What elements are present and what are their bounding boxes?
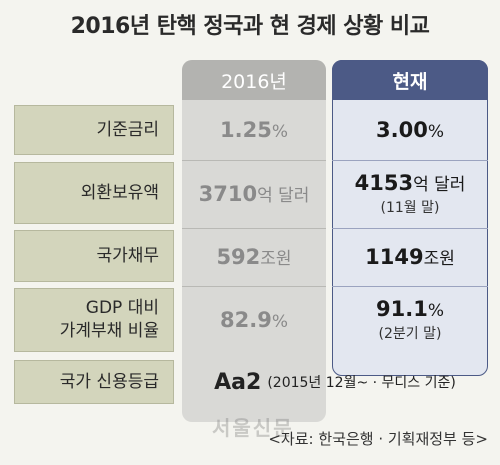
credit-rating-value: Aa2 <box>214 369 262 395</box>
column-header-now: 현재 <box>332 60 488 100</box>
value-2016-fx-reserves: 3710 <box>198 181 258 206</box>
source-note: <자료: 한국은행 · 기획재정부 등> <box>268 430 488 448</box>
cell-now-household-debt-ratio: 91.1% (2분기 말) <box>332 288 488 352</box>
unit-now-fx-reserves: 억 달러 <box>413 174 466 195</box>
value-now-fx-reserves: 4153 <box>354 170 414 195</box>
value-2016-household-debt-ratio: 82.9 <box>220 308 272 332</box>
value-2016-national-debt: 592 <box>216 244 261 269</box>
watermark: 서울신문 <box>212 416 294 440</box>
row-label-text-line2: 가계부채 비율 <box>59 321 159 341</box>
row-label-household-debt-ratio: GDP 대비 가계부채 비율 <box>14 288 174 352</box>
value-now-national-debt: 1149 <box>365 244 424 269</box>
cell-now-base-rate: 3.00% <box>332 105 488 155</box>
credit-rating-note: (2015년 12월~ · 무디스 기준) <box>267 375 456 391</box>
unit-2016-base-rate: % <box>271 122 288 142</box>
unit-now-national-debt: 조원 <box>423 248 455 269</box>
row-label-base-rate: 기준금리 <box>14 105 174 155</box>
row-separator <box>182 228 326 229</box>
credit-rating-cell: Aa2 (2015년 12월~ · 무디스 기준) <box>182 360 488 404</box>
value-now-household-debt-ratio: 91.1 <box>376 297 428 321</box>
cell-now-national-debt: 1149조원 <box>332 230 488 282</box>
row-label-national-debt: 국가채무 <box>14 230 174 282</box>
cell-2016-fx-reserves: 3710억 달러 <box>182 162 326 224</box>
unit-2016-fx-reserves: 억 달러 <box>257 185 310 206</box>
row-label-text: 외환보유액 <box>80 182 159 203</box>
row-separator <box>182 286 326 287</box>
row-label-text: 국가 신용등급 <box>59 371 159 392</box>
chart-title: 2016년 탄핵 정국과 현 경제 상황 비교 <box>70 14 430 39</box>
unit-2016-household-debt-ratio: % <box>271 312 288 332</box>
value-2016-base-rate: 1.25 <box>220 118 272 142</box>
row-separator <box>332 286 488 287</box>
unit-2016-national-debt: 조원 <box>260 248 292 269</box>
cell-2016-base-rate: 1.25% <box>182 105 326 155</box>
note-now-household-debt-ratio: (2분기 말) <box>378 326 442 342</box>
unit-now-base-rate: % <box>427 122 444 142</box>
row-label-fx-reserves: 외환보유액 <box>14 162 174 224</box>
row-label-text: 기준금리 <box>96 119 159 140</box>
note-now-fx-reserves: (11월 말) <box>380 199 440 216</box>
unit-now-household-debt-ratio: % <box>427 301 444 321</box>
row-label-credit-rating: 국가 신용등급 <box>14 360 174 404</box>
cell-2016-household-debt-ratio: 82.9% <box>182 288 326 352</box>
column-2016-background <box>182 60 326 422</box>
column-now-background <box>332 60 488 376</box>
row-separator <box>332 228 488 229</box>
cell-now-fx-reserves: 4153억 달러 (11월 말) <box>332 162 488 224</box>
value-now-base-rate: 3.00 <box>376 118 428 142</box>
row-label-text-line1: GDP 대비 <box>85 298 159 318</box>
row-label-text: 국가채무 <box>96 245 159 266</box>
column-header-2016: 2016년 <box>182 60 326 100</box>
row-separator <box>182 160 326 161</box>
row-separator <box>332 160 488 161</box>
cell-2016-national-debt: 592조원 <box>182 230 326 282</box>
